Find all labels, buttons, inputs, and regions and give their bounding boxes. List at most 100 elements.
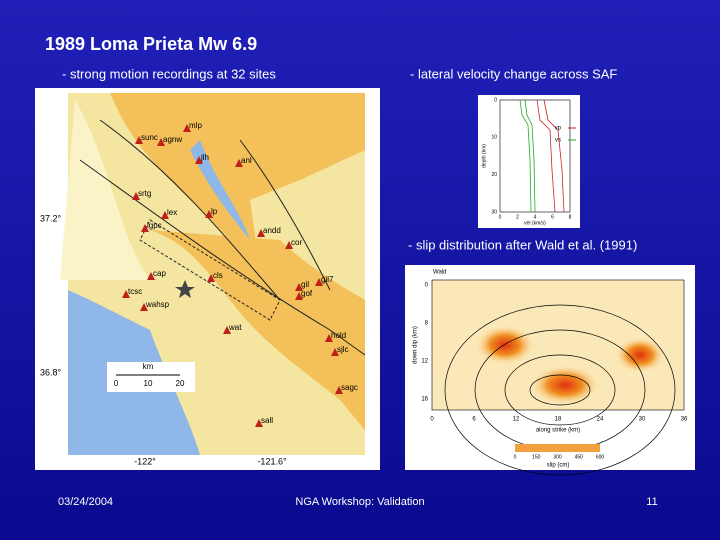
colorbar-tick: 300	[553, 454, 562, 460]
x-tick-label: 4	[534, 214, 537, 220]
lon-label: -122°	[134, 456, 156, 466]
x-tick-label: 12	[513, 417, 520, 423]
station	[157, 138, 165, 146]
station	[285, 241, 293, 249]
station-label: mlp	[189, 121, 202, 130]
x-tick-label: 2	[516, 214, 519, 220]
scale-unit: km	[143, 362, 154, 371]
axis-label: down dip (km)	[413, 326, 419, 364]
station-label: lp	[211, 207, 218, 216]
x-tick-label: 6	[551, 214, 554, 220]
station	[295, 292, 303, 300]
slip-map: Wald down dip (km) along strike (km) sli…	[405, 265, 695, 476]
land-high	[110, 93, 365, 270]
x-tick-label: 36	[681, 417, 688, 423]
station	[335, 386, 343, 394]
station	[135, 136, 143, 144]
x-tick-label: 18	[555, 417, 562, 423]
station	[132, 192, 140, 200]
land-low	[60, 100, 150, 280]
station	[147, 272, 155, 280]
panel	[478, 95, 580, 228]
station-label: lex	[167, 208, 177, 217]
axis-label: along strike (km)	[536, 428, 580, 434]
map: mlp sunc agnw jlh anl srtg lex lp lgpc andd cor cap…	[35, 88, 380, 470]
station-label: agnw	[163, 135, 182, 144]
panel-label: Wald	[433, 270, 446, 276]
y-tick-label: 12	[421, 359, 428, 365]
caption: - slip distribution after Wald et al. (1…	[408, 237, 637, 252]
station-label: sagc	[341, 383, 358, 392]
legend-entry: vs	[555, 138, 561, 144]
station	[140, 303, 148, 311]
station	[207, 274, 215, 282]
y-tick-label: 10	[491, 135, 497, 141]
station	[255, 419, 263, 427]
station-label: srtg	[138, 189, 151, 198]
x-tick-label: 0	[430, 417, 434, 423]
x-tick-label: 6	[472, 417, 476, 423]
station	[141, 224, 149, 232]
scale-tick: 10	[144, 379, 153, 388]
y-tick-label: 30	[491, 209, 497, 215]
station	[161, 211, 169, 219]
x-tick-label: 30	[639, 417, 646, 423]
y-tick-label: 0	[425, 283, 429, 289]
station-label: gof	[301, 289, 313, 298]
lon-label: -121.6°	[257, 456, 287, 466]
axis-label: vel (km/s)	[524, 220, 546, 226]
y-tick-label: 20	[491, 172, 497, 178]
y-tick-label: 16	[421, 397, 428, 403]
scale-tick: 20	[176, 379, 185, 388]
station	[235, 159, 243, 167]
footer-title: NGA Workshop: Validation	[295, 496, 424, 508]
x-tick-label: 0	[499, 214, 502, 220]
station	[122, 290, 130, 298]
station-label: sall	[261, 416, 273, 425]
station-label: wahsp	[145, 300, 170, 309]
station-label: cls	[213, 271, 223, 280]
footer-date: 03/24/2004	[58, 496, 113, 508]
x-tick-label: 24	[597, 417, 604, 423]
station-label: sunc	[141, 133, 158, 142]
colorbar-tick: 150	[532, 454, 541, 460]
land-high	[150, 230, 365, 430]
station-label: hold	[331, 331, 346, 340]
station	[205, 210, 213, 218]
colorbar-tick: 0	[514, 454, 517, 460]
station	[257, 229, 265, 237]
epicenter	[175, 280, 195, 298]
page-number: 11	[646, 496, 657, 508]
colorbar-tick: 600	[596, 454, 605, 460]
station	[325, 334, 333, 342]
station-label: gil	[301, 280, 309, 289]
station-label: cor	[291, 238, 302, 247]
station	[195, 156, 203, 164]
station-label: jlh	[200, 153, 209, 162]
caption: - lateral velocity change across SAF	[410, 66, 617, 81]
station-label: tcsc	[128, 287, 142, 296]
lat-label: 37.2°	[40, 213, 62, 223]
station-label: wat	[228, 323, 242, 332]
axis-label: depth (km)	[481, 144, 487, 168]
station	[315, 278, 323, 286]
station	[295, 283, 303, 291]
station	[331, 348, 339, 356]
scale-box	[107, 362, 195, 392]
station-label: andd	[263, 226, 281, 235]
title: 1989 Loma Prieta Mw 6.9	[45, 34, 257, 54]
colorbar-label: slip (cm)	[547, 463, 570, 469]
bay	[190, 140, 250, 240]
y-tick-label: 8	[425, 321, 429, 327]
y-tick-label: 0	[494, 97, 497, 103]
station-label: anl	[241, 156, 252, 165]
legend-entry: vp	[555, 126, 562, 132]
scale-tick: 0	[114, 379, 119, 388]
station-label: gil7	[321, 275, 334, 284]
x-tick-label: 8	[569, 214, 572, 220]
colorbar-tick: 450	[575, 454, 584, 460]
station	[223, 326, 231, 334]
station-label: lgpc	[147, 221, 162, 230]
station-label: cap	[153, 269, 166, 278]
